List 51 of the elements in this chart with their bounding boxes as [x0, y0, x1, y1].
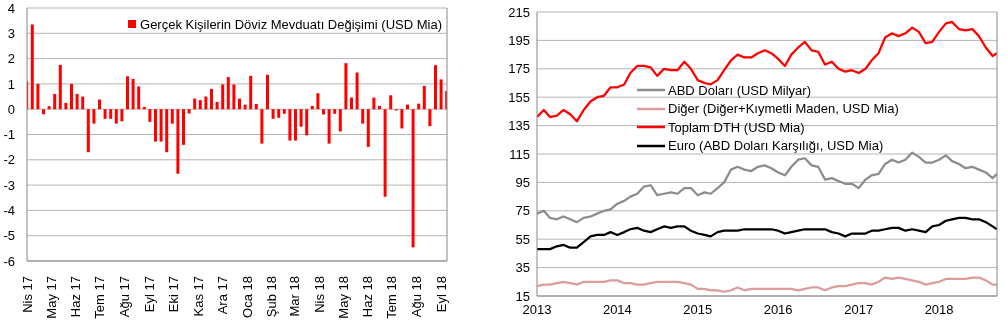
y-tick-label: 75: [515, 203, 530, 219]
legend-label: ABD Doları (USD Milyar): [668, 82, 812, 98]
x-tick-label: 2014: [602, 302, 632, 318]
x-tick-label: May 17: [43, 276, 59, 319]
y-tick-label: 35: [515, 260, 530, 276]
legend-label: Toplam DTH (USD Mia): [668, 119, 805, 135]
y-tick-label: 95: [515, 175, 530, 191]
x-tick-label: Eyl 17: [141, 276, 157, 313]
x-tick-label: Haz 18: [360, 276, 376, 318]
x-tick-label: Kas 17: [190, 276, 206, 317]
x-tick-label: 2016: [763, 302, 793, 318]
x-tick-label: Şub 18: [264, 276, 280, 318]
x-tick-label: Nis 18: [311, 276, 327, 313]
x-tick-label: Haz 17: [68, 276, 84, 318]
y-tick-label: 2: [7, 51, 15, 67]
y-tick-label: 195: [508, 33, 530, 49]
x-tick-label: Oca 18: [239, 276, 255, 318]
y-tick-label: 3: [7, 25, 15, 41]
y-tick-label: 1: [7, 76, 15, 92]
y-tick-label: 175: [508, 61, 530, 77]
y-tick-label: -4: [3, 203, 15, 219]
y-tick-label: 55: [515, 231, 530, 247]
x-tick-label: May 18: [335, 276, 351, 319]
x-tick-label: 2017: [844, 302, 874, 318]
x-tick-label: Mar 18: [286, 276, 302, 317]
y-tick-label: -6: [3, 253, 15, 269]
x-tick-label: Nis 17: [19, 276, 35, 313]
x-tick-label: Ağu 18: [409, 276, 425, 318]
y-tick-label: 4: [7, 0, 15, 16]
x-tick-label: Eyl 18: [433, 276, 449, 313]
x-tick-label: Eki 17: [165, 276, 181, 313]
y-tick-label: 135: [508, 118, 530, 134]
y-tick-label: 15: [515, 288, 530, 304]
x-tick-label: Ara 17: [214, 276, 230, 315]
y-tick-label: -2: [3, 152, 15, 168]
y-tick-label: 115: [509, 146, 530, 162]
x-tick-label: Tem 17: [92, 276, 108, 319]
y-tick-label: -1: [3, 127, 15, 143]
legend-label: Gerçek Kişilerin Döviz Mevduatı Değişimi (USD Mia): [140, 16, 442, 32]
x-tick-label: 2015: [683, 302, 713, 318]
legend-label: Diğer (Diğer+Kıymetli Maden, USD Mia): [668, 101, 899, 117]
x-tick-label: 2018: [924, 302, 954, 318]
y-tick-label: -3: [3, 177, 15, 193]
x-tick-label: 2013: [522, 302, 552, 318]
y-tick-label: 215: [508, 4, 530, 20]
legend-label: Euro (ABD Doları Karşılığı, USD Mia): [668, 138, 884, 154]
x-tick-label: Tem 18: [384, 276, 400, 319]
y-tick-label: 0: [7, 101, 15, 117]
y-tick-label: 155: [508, 89, 530, 105]
x-tick-label: Ağu 17: [117, 276, 133, 318]
y-tick-label: -5: [3, 228, 15, 244]
